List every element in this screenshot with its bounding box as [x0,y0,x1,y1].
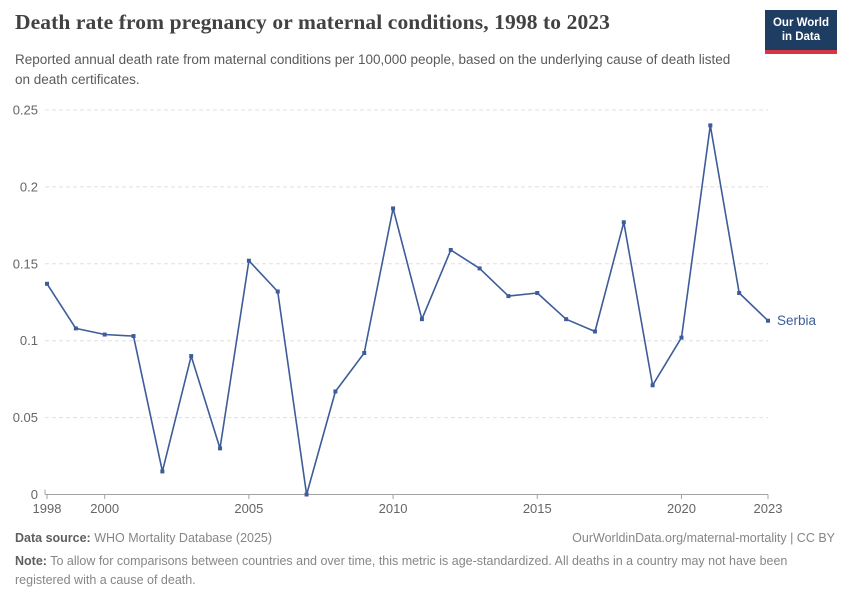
data-point-2008[interactable] [333,389,338,394]
data-point-2011[interactable] [419,317,424,322]
data-point-2004[interactable] [218,446,223,451]
data-source-text: WHO Mortality Database (2025) [90,531,273,545]
y-tick-label-0.1: 0.1 [20,333,38,348]
data-point-2003[interactable] [189,354,194,359]
note-label: Note: [15,554,47,568]
data-point-2000[interactable] [102,332,107,337]
owid-logo-line2: in Data [781,31,821,44]
x-tick-label-2020: 2020 [667,501,696,516]
data-point-2002[interactable] [160,469,165,474]
citation-link[interactable]: OurWorldinData.org/maternal-mortality | … [572,531,835,545]
data-point-2009[interactable] [362,351,367,356]
x-tick-label-2005: 2005 [234,501,263,516]
data-point-2017[interactable] [592,329,597,334]
y-tick-label-0.15: 0.15 [13,256,38,271]
note-text: To allow for comparisons between countri… [15,554,788,587]
data-point-2022[interactable] [737,291,742,296]
data-source-label: Data source: [15,531,91,545]
data-point-2016[interactable] [564,317,569,322]
data-point-2021[interactable] [708,123,713,128]
x-tick-label-2023: 2023 [754,501,783,516]
y-tick-label-0.05: 0.05 [13,410,38,425]
series-end-label[interactable]: Serbia [777,313,817,328]
chart-footer: Data source: WHO Mortality Database (202… [15,531,835,590]
x-tick-label-2010: 2010 [379,501,408,516]
data-point-2018[interactable] [621,220,626,225]
data-point-2020[interactable] [679,335,684,340]
x-tick-label-2015: 2015 [523,501,552,516]
data-point-2001[interactable] [131,334,136,339]
data-point-2005[interactable] [246,258,251,263]
data-source: Data source: WHO Mortality Database (202… [15,531,272,545]
y-tick-label-0.25: 0.25 [13,103,38,118]
note-block: Note: To allow for comparisons between c… [15,552,823,590]
data-point-2007[interactable] [304,492,309,497]
serbia-line[interactable] [46,124,769,496]
x-tick-label-1998: 1998 [33,501,62,516]
source-row: Data source: WHO Mortality Database (202… [15,531,835,545]
data-point-1999[interactable] [73,326,78,331]
chart-subtitle: Reported annual death rate from maternal… [15,52,731,88]
data-point-2019[interactable] [650,383,655,388]
owid-logo-line1: Our World [772,17,829,29]
owid-logo[interactable]: Our World in Data [764,10,837,54]
data-point-2006[interactable] [275,289,280,294]
x-tick-label-2000: 2000 [90,501,119,516]
line-chart: 0 0.05 0.1 0.15 0.2 0.25 1998 2000 2005 2010 2015 2… [13,103,817,517]
y-tick-label-0: 0 [31,487,38,502]
data-point-2014[interactable] [506,294,511,299]
data-point-1998[interactable] [45,281,49,286]
page-title: Death rate from pregnancy or maternal co… [15,10,611,34]
y-tick-label-0.2: 0.2 [20,179,38,194]
data-point-2013[interactable] [477,266,482,271]
data-point-2010[interactable] [391,206,396,211]
data-point-2015[interactable] [535,291,540,296]
data-point-2012[interactable] [448,247,453,252]
data-point-2023[interactable] [766,318,770,323]
